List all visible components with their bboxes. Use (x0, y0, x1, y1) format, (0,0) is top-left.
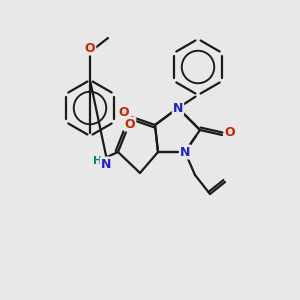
Text: H: H (93, 156, 103, 166)
Text: O: O (125, 118, 135, 130)
Text: N: N (180, 146, 190, 158)
Text: O: O (225, 127, 235, 140)
Text: O: O (85, 41, 95, 55)
Text: N: N (101, 158, 111, 170)
Text: N: N (173, 101, 183, 115)
Text: O: O (119, 106, 129, 119)
